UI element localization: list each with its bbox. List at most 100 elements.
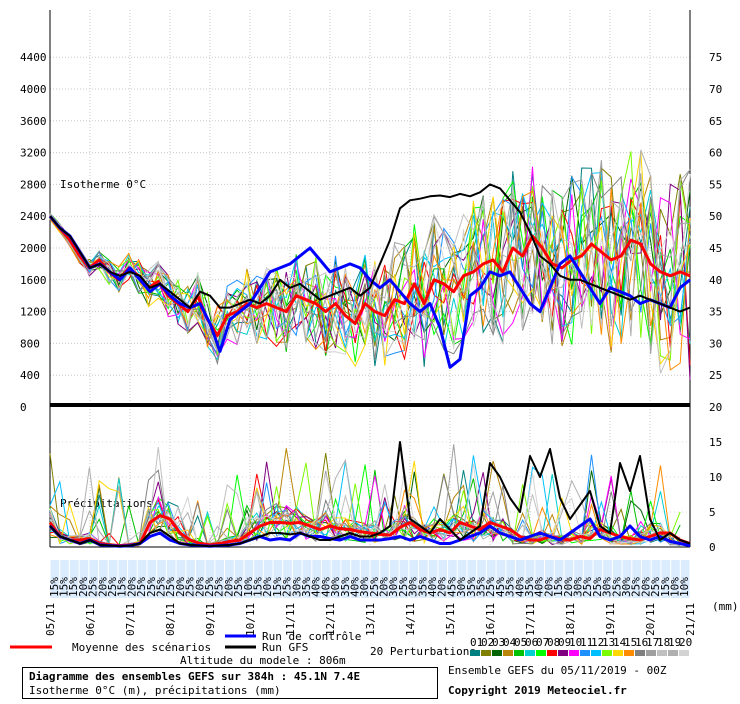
probability-label: 25% [164, 577, 177, 597]
probability-cell [448, 560, 457, 598]
y-right-tick-label: 30 [709, 337, 722, 350]
x-tick-label: 05/11 [44, 603, 57, 636]
y-right-tick-label: 45 [709, 242, 722, 255]
y-left-tick-label: 2000 [20, 242, 47, 255]
probability-cell [118, 560, 128, 598]
probability-label: 10% [669, 577, 682, 597]
probability-label: 15% [252, 577, 265, 597]
probability-cell [244, 560, 254, 598]
perturbation-swatch [492, 650, 502, 656]
x-tick-label: 06/11 [84, 603, 97, 636]
probability-label: 15% [58, 577, 71, 597]
probability-cell [351, 560, 360, 598]
perturbation-swatch [503, 650, 513, 656]
probability-cell [574, 560, 583, 598]
perturbation-swatch [635, 650, 645, 656]
y-right-tick-label: 25 [709, 369, 722, 382]
probability-label: 25% [610, 577, 623, 597]
probability-cell [496, 560, 506, 598]
y-left-tick-label: 2800 [20, 178, 47, 191]
x-tick-label: 18/11 [564, 603, 577, 636]
probability-label: 25% [591, 577, 604, 597]
probability-cell [457, 560, 467, 598]
probability-cell [651, 560, 661, 598]
perturbation-lines [49, 149, 691, 547]
legend-control-label: Run de contrôle [262, 630, 361, 643]
legend-altitude: Altitude du modele : 806m [180, 654, 346, 667]
probability-label: 25% [213, 577, 226, 597]
probability-label: 30% [329, 577, 342, 597]
probability-label: 20% [542, 577, 555, 597]
perturbation-swatch [668, 650, 678, 656]
perturbation-number: 17 [646, 636, 659, 649]
probability-label: 30% [601, 577, 614, 597]
isotherme-series-line [49, 183, 691, 313]
probability-cell [205, 560, 215, 598]
probability-cell [545, 560, 554, 598]
perturbation-swatch [679, 650, 689, 656]
x-tick-label: 16/11 [484, 603, 497, 636]
probability-label: 30% [455, 577, 468, 597]
probability-label: 25% [232, 577, 245, 597]
probability-cell [506, 560, 515, 598]
probability-label: 15% [67, 577, 80, 597]
probability-cell [225, 560, 234, 598]
probability-label: 25% [649, 577, 662, 597]
probability-label: 20% [436, 577, 449, 597]
probability-label: 25% [581, 577, 594, 597]
probability-cell [195, 560, 205, 598]
probability-label: 40% [426, 577, 439, 597]
probability-cell [515, 560, 525, 598]
probability-cell [380, 560, 389, 598]
perturbation-number: 11 [580, 636, 593, 649]
probability-label: 20% [562, 577, 575, 597]
probability-label: 30% [620, 577, 633, 597]
y-right-tick-label: 70 [709, 83, 722, 96]
probability-label: 40% [533, 577, 546, 597]
probability-label: 45% [445, 577, 458, 597]
probability-label: 30% [290, 577, 303, 597]
y-left-tick-label: 3600 [20, 115, 47, 128]
probability-label: 35% [475, 577, 488, 597]
probability-cell [661, 560, 671, 598]
probability-cell [603, 560, 612, 598]
x-tick-label: 08/11 [164, 603, 177, 636]
perturbation-line [49, 184, 691, 374]
probability-label: 25% [135, 577, 148, 597]
perturbation-swatch [613, 650, 623, 656]
y-left-tick-label: 4000 [20, 83, 47, 96]
probability-cell [186, 560, 195, 598]
x-tick-label: 14/11 [404, 603, 417, 636]
main-series [48, 183, 691, 548]
probability-label: 25% [484, 577, 497, 597]
y-right-tick-label: 65 [709, 115, 722, 128]
perturbation-precip-line [49, 464, 681, 547]
legend-gfs-label: Run GFS [262, 641, 308, 654]
perturbation-line [49, 166, 691, 358]
perturbation-swatch [536, 650, 546, 656]
probability-cell [671, 560, 680, 598]
y-left-tick-label: 1200 [20, 306, 47, 319]
probability-label: 25% [368, 577, 381, 597]
probability-cell [535, 560, 545, 598]
probability-cell [292, 560, 302, 598]
probability-label: 20% [193, 577, 206, 597]
perturbation-line [49, 159, 691, 355]
probability-label: 25% [106, 577, 119, 597]
footer-title-box: Diagramme des ensembles GEFS sur 384h : … [22, 667, 438, 699]
perturbation-number: 10 [569, 636, 582, 649]
probability-label: 40% [513, 577, 526, 597]
perturbation-number: 19 [668, 636, 681, 649]
probability-cell [79, 560, 89, 598]
probability-label: 10% [242, 577, 255, 597]
probability-cell [69, 560, 79, 598]
precip-series-line [48, 514, 691, 548]
perturbation-swatch [624, 650, 634, 656]
legend-perturbations-label: 20 Perturbations [370, 645, 476, 658]
y-right-tick-label: 5 [709, 506, 716, 519]
probability-label: 25% [87, 577, 100, 597]
probability-cell [128, 560, 137, 598]
probability-label: 20% [639, 577, 652, 597]
y-left-tick-label: 4400 [20, 51, 47, 64]
